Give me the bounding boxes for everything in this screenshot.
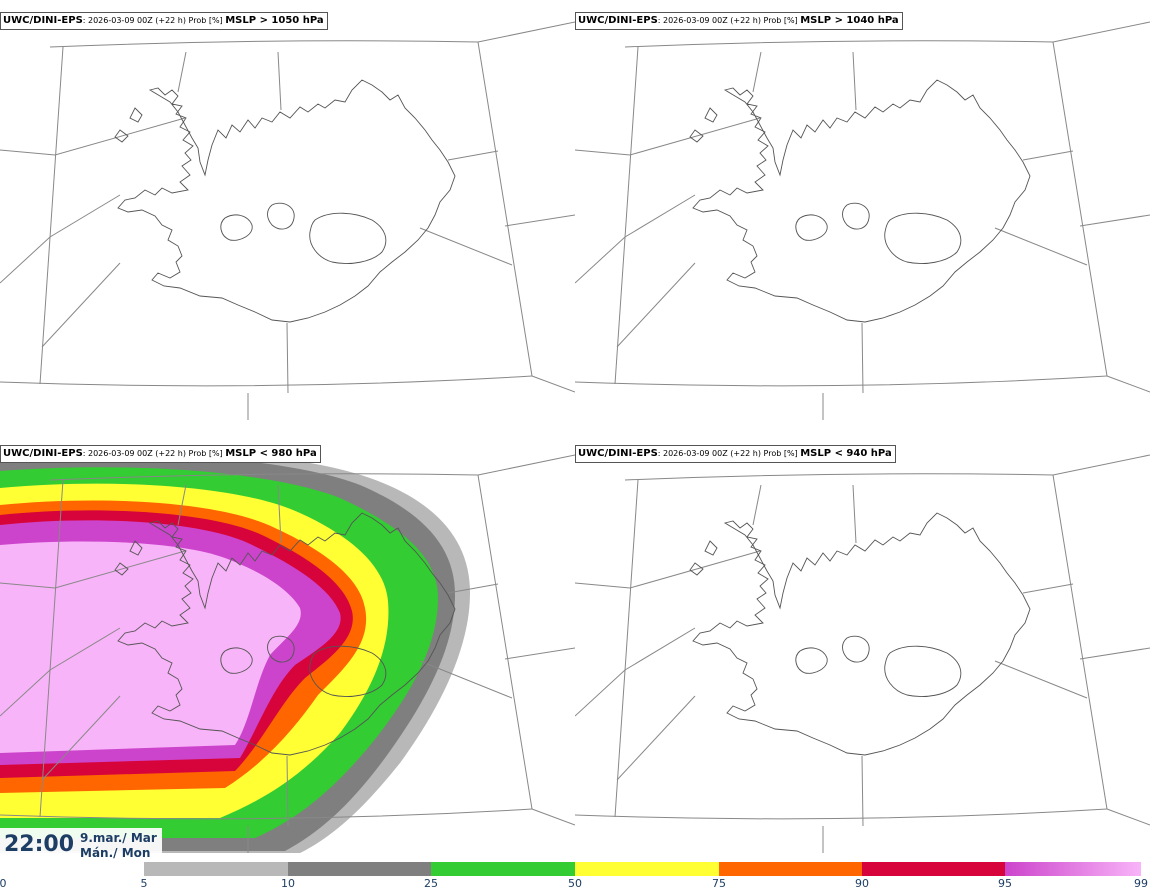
map-panel-mslp-lt-940: UWC/DINI-EPS: 2026-03-09 00Z (+22 h) Pro… bbox=[575, 433, 1150, 865]
panel-title: UWC/DINI-EPS: 2026-03-09 00Z (+22 h) Pro… bbox=[0, 12, 328, 30]
colorbar-tick-90: 90 bbox=[855, 877, 869, 890]
projection-graticule bbox=[0, 454, 575, 853]
colorbar-tick-5: 5 bbox=[140, 877, 148, 890]
colorbar-tick-10: 10 bbox=[281, 877, 295, 890]
projection-graticule bbox=[575, 21, 1150, 420]
model-name: UWC/DINI-EPS bbox=[578, 15, 658, 26]
iceland-coastline bbox=[114, 512, 456, 756]
colorbar-segment-25-50 bbox=[431, 862, 575, 876]
colorbar-tick-50: 50 bbox=[568, 877, 582, 890]
map-panel-mslp-gt-1040: UWC/DINI-EPS: 2026-03-09 00Z (+22 h) Pro… bbox=[575, 0, 1150, 432]
colorbar-tick-75: 75 bbox=[712, 877, 726, 890]
colorbar-tick-99: 99 bbox=[1134, 877, 1148, 890]
run-info: : 2026-03-09 00Z (+22 h) Prob [%] bbox=[82, 449, 226, 458]
threshold-label: MSLP > 1040 hPa bbox=[800, 15, 899, 26]
colorbar-tick-0: 0 bbox=[0, 877, 7, 890]
panel-title: UWC/DINI-EPS: 2026-03-09 00Z (+22 h) Pro… bbox=[575, 12, 903, 30]
colorbar-segment-75-90 bbox=[719, 862, 862, 876]
valid-time: 22:00 bbox=[4, 832, 75, 857]
colorbar-tick-25: 25 bbox=[424, 877, 438, 890]
projection-graticule bbox=[575, 454, 1150, 853]
model-name: UWC/DINI-EPS bbox=[3, 448, 83, 459]
map-svg bbox=[575, 454, 1150, 853]
threshold-label: MSLP < 940 hPa bbox=[800, 448, 892, 459]
panel-title: UWC/DINI-EPS: 2026-03-09 00Z (+22 h) Pro… bbox=[575, 445, 896, 463]
projection-graticule bbox=[0, 21, 575, 420]
colorbar-segment-90-95 bbox=[862, 862, 1005, 876]
colorbar-segment-5-10 bbox=[144, 862, 288, 876]
valid-time-box: 22:00 9.mar./ Mar Mán./ Mon bbox=[0, 828, 162, 862]
colorbar-segment-95-99 bbox=[1005, 862, 1141, 876]
map-panel-mslp-gt-1050: UWC/DINI-EPS: 2026-03-09 00Z (+22 h) Pro… bbox=[0, 0, 575, 432]
model-name: UWC/DINI-EPS bbox=[3, 15, 83, 26]
map-panel-mslp-lt-980: UWC/DINI-EPS: 2026-03-09 00Z (+22 h) Pro… bbox=[0, 433, 575, 865]
probability-colorbar: 0 5 10 25 50 75 90 95 99 bbox=[0, 862, 1150, 891]
colorbar-tick-95: 95 bbox=[998, 877, 1012, 890]
map-svg bbox=[575, 21, 1150, 420]
colorbar-segment-10-25 bbox=[288, 862, 431, 876]
probability-field bbox=[0, 447, 470, 853]
valid-date: 9.mar./ Mar bbox=[80, 831, 157, 845]
map-svg bbox=[0, 447, 575, 853]
threshold-label: MSLP < 980 hPa bbox=[225, 448, 317, 459]
iceland-coastline bbox=[689, 512, 1031, 756]
iceland-coastline bbox=[114, 79, 456, 323]
valid-weekday: Mán./ Mon bbox=[80, 846, 151, 860]
run-info: : 2026-03-09 00Z (+22 h) Prob [%] bbox=[657, 449, 801, 458]
run-info: : 2026-03-09 00Z (+22 h) Prob [%] bbox=[82, 16, 226, 25]
run-info: : 2026-03-09 00Z (+22 h) Prob [%] bbox=[657, 16, 801, 25]
panel-title: UWC/DINI-EPS: 2026-03-09 00Z (+22 h) Pro… bbox=[0, 445, 321, 463]
threshold-label: MSLP > 1050 hPa bbox=[225, 15, 324, 26]
map-svg bbox=[0, 21, 575, 420]
model-name: UWC/DINI-EPS bbox=[578, 448, 658, 459]
iceland-coastline bbox=[689, 79, 1031, 323]
colorbar-segment-50-75 bbox=[575, 862, 719, 876]
